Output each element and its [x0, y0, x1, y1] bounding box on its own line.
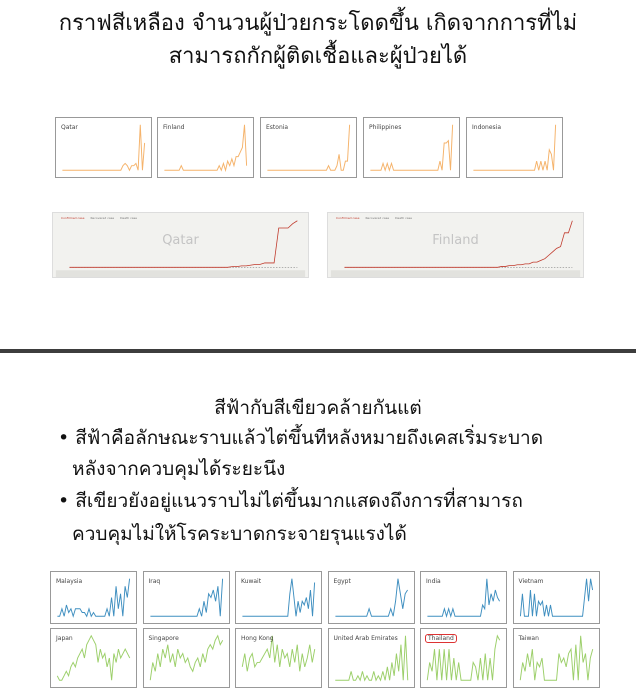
sparkline-thailand: Thailand: [420, 628, 507, 688]
sparkline-qatar: Qatar: [55, 117, 152, 178]
sparkline-united-arab-emirates: United Arab Emirates: [327, 628, 415, 688]
sparkline-series: [57, 578, 131, 618]
sparkline-vietnam: Vietnam: [512, 571, 600, 624]
bullet-2-line-2: ควบคุมไม่ให้โรคระบาดกระจายรุนแรงได้: [72, 523, 407, 545]
sparkline-series: [519, 578, 593, 617]
sparkline-label: Estonia: [266, 124, 289, 131]
sparkline-label: Malaysia: [56, 578, 83, 585]
sparkline-finland: Finland: [157, 117, 254, 178]
sparkline-series: [519, 635, 593, 681]
sparkline-series: [164, 124, 248, 173]
chart-watermark: Qatar: [162, 233, 199, 248]
slide2-heading: สีฟ้ากับสีเขียวคล้ายกันแต่: [214, 397, 422, 419]
sparkline-egypt: Egypt: [327, 571, 415, 624]
sparkline-india: India: [420, 571, 507, 624]
x-axis-band: [55, 270, 306, 277]
sparkline-series: [56, 634, 131, 681]
sparkline-series: [334, 578, 408, 617]
sparkline-series: [242, 578, 316, 617]
sparkline-series: [241, 635, 316, 672]
slide-divider: [0, 349, 636, 353]
bullet-1-line-2: หลังจากควบคุมได้ระยะนึง: [72, 458, 286, 480]
slide1-title-line-2: สามารถกักผู้ติดเชื้อและผู้ป่วยได้: [168, 44, 468, 69]
sparkline-series: [62, 124, 146, 172]
legend-confirmed: Confirmed case: [336, 216, 360, 220]
sparkline-label: Thailand: [425, 634, 457, 643]
legend-confirmed: Confirmed case: [61, 216, 85, 220]
sparkline-label: Hong Kong: [241, 635, 274, 642]
sparkline-label: United Arab Emirates: [333, 635, 398, 642]
chart-legend: Confirmed case Recovered case Death case: [336, 216, 412, 220]
sparkline-iraq: Iraq: [142, 571, 230, 624]
sparkline-malaysia: Malaysia: [50, 571, 137, 624]
sparkline-label: Kuwait: [241, 578, 262, 585]
sparkline-label: Indonesia: [472, 124, 502, 131]
sparkline-estonia: Estonia: [260, 117, 357, 178]
sparkline-hong-kong: Hong Kong: [235, 628, 322, 688]
slide1-title-line-1: กราฟสีเหลือง จำนวนผู้ป่วยกระโดดขึ้น เกิด…: [58, 11, 578, 36]
legend-recovered: Recovered case: [90, 216, 115, 220]
sparkline-series: [149, 578, 223, 617]
sparkline-label: Finland: [163, 124, 185, 131]
sparkline-kuwait: Kuwait: [235, 571, 322, 624]
bullet-1-line-1: • สีฟ้าคือลักษณะราบแล้วไต่ขึ้นทีหลังหมาย…: [58, 427, 544, 449]
chart-watermark: Finland: [432, 233, 479, 248]
legend-death: Death case: [395, 216, 413, 220]
sparkline-label: Egypt: [333, 578, 351, 585]
legend-death: Death case: [120, 216, 138, 220]
sparkline-series: [149, 634, 223, 681]
sparkline-label: Vietnam: [518, 578, 544, 585]
sparkline-japan: Japan: [50, 628, 137, 688]
finland-cumulative-chart: Confirmed case Recovered case Death case F…: [327, 212, 584, 278]
sparkline-label: India: [426, 578, 441, 585]
sparkline-label: Singapore: [148, 635, 179, 642]
confirmed-series: [69, 220, 298, 268]
sparkline-series: [427, 578, 501, 619]
chart-legend: Confirmed case Recovered case Death case: [61, 216, 137, 220]
qatar-cumulative-chart: Confirmed case Recovered case Death case Q…: [52, 212, 309, 278]
sparkline-label: Japan: [56, 635, 73, 642]
sparkline-indonesia: Indonesia: [466, 117, 563, 178]
sparkline-label: Iraq: [148, 578, 161, 585]
sparkline-series: [426, 634, 501, 681]
x-axis-band: [330, 270, 581, 277]
bullet-2-line-1: • สีเขียวยังอยู่แนวราบไม่ไต่ขึ้นมากแสดงถ…: [58, 490, 523, 512]
sparkline-philippines: Philippines: [363, 117, 460, 178]
sparkline-label: Qatar: [61, 124, 78, 131]
sparkline-label: Philippines: [369, 124, 402, 131]
sparkline-series: [370, 124, 454, 172]
sparkline-label: Taiwan: [518, 635, 539, 642]
sparkline-singapore: Singapore: [142, 628, 230, 688]
sparkline-taiwan: Taiwan: [512, 628, 600, 688]
sparkline-series: [334, 635, 408, 682]
legend-recovered: Recovered case: [365, 216, 390, 220]
sparkline-series: [473, 124, 557, 171]
confirmed-series: [344, 220, 573, 268]
sparkline-series: [267, 124, 351, 171]
